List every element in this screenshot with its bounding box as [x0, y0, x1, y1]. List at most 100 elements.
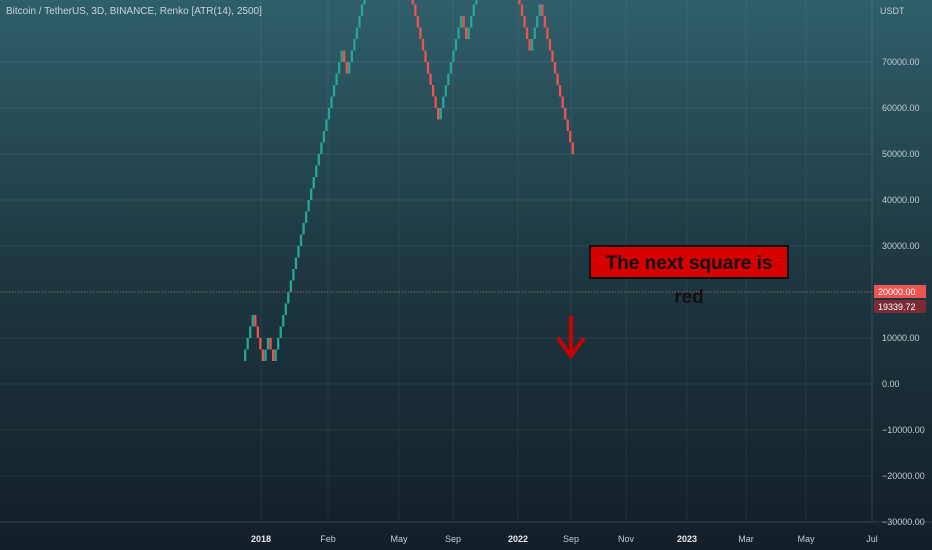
- renko-brick-down: [416, 16, 420, 28]
- renko-brick-up: [467, 27, 470, 39]
- renko-brick-up: [536, 16, 539, 28]
- renko-brick-up: [459, 16, 463, 28]
- renko-brick-up: [348, 62, 351, 74]
- renko-brick-up: [327, 108, 331, 120]
- price-level-label: 20000.00: [878, 287, 916, 297]
- renko-brick-up: [244, 349, 247, 361]
- time-axis[interactable]: 2018 Feb May Sep 2022 Sep Nov 2023 Mar May Jul: [251, 534, 878, 544]
- renko-brick-up: [538, 4, 541, 16]
- renko-brick-down: [551, 50, 554, 62]
- renko-brick-down: [421, 39, 425, 51]
- renko-brick-up: [246, 338, 249, 350]
- renko-brick-down: [259, 338, 262, 350]
- renko-brick-down: [254, 315, 257, 327]
- renko-brick-up: [297, 246, 300, 258]
- time-tick-label: Nov: [618, 534, 635, 544]
- renko-bricks: [244, 0, 574, 361]
- renko-brick-down: [571, 142, 574, 154]
- price-tick-label: 60000.00: [882, 103, 920, 113]
- renko-brick-down: [437, 108, 440, 120]
- renko-brick-down: [345, 62, 348, 74]
- renko-brick-up: [350, 50, 353, 62]
- renko-brick-up: [317, 154, 320, 166]
- renko-brick-down: [566, 119, 569, 131]
- renko-brick-down: [520, 4, 524, 16]
- renko-brick-up: [360, 4, 364, 16]
- renko-brick-down: [569, 131, 572, 143]
- renko-brick-up: [330, 96, 333, 108]
- time-tick-label: Sep: [563, 534, 579, 544]
- price-tick-label: 50000.00: [882, 149, 920, 159]
- renko-brick-down: [541, 4, 544, 16]
- renko-brick-down: [528, 39, 531, 51]
- renko-brick-up: [299, 234, 303, 246]
- renko-brick-up: [302, 223, 305, 235]
- price-tick-label: 40000.00: [882, 195, 920, 205]
- renko-brick-down: [271, 349, 275, 361]
- annotation-note: The next square is red: [589, 245, 789, 308]
- renko-brick-up: [447, 73, 450, 85]
- renko-brick-up: [282, 315, 285, 327]
- renko-brick-down: [523, 16, 526, 28]
- time-tick-label: May: [390, 534, 408, 544]
- renko-brick-up: [353, 39, 356, 51]
- renko-brick-up: [307, 200, 310, 212]
- price-tick-label: −30000.00: [882, 517, 925, 527]
- renko-brick-down: [343, 50, 346, 62]
- time-tick-label: Feb: [320, 534, 336, 544]
- renko-brick-up: [442, 96, 445, 108]
- time-tick-label: Jul: [866, 534, 878, 544]
- price-level-badge: [874, 285, 926, 298]
- renko-brick-down: [543, 16, 547, 28]
- renko-brick-down: [464, 27, 468, 39]
- renko-brick-up: [439, 108, 442, 120]
- renko-brick-up: [531, 39, 534, 51]
- renko-brick-down: [564, 108, 567, 120]
- arrow-head: [556, 336, 586, 360]
- renko-brick-up: [294, 257, 298, 269]
- price-tick-label: −10000.00: [882, 425, 925, 435]
- time-tick-label: 2022: [508, 534, 528, 544]
- renko-brick-up: [340, 50, 343, 62]
- renko-brick-down: [434, 96, 437, 108]
- renko-brick-up: [332, 85, 336, 97]
- renko-brick-down: [426, 62, 430, 74]
- chart-grid: [0, 0, 932, 522]
- renko-brick-down: [548, 39, 552, 51]
- last-price-label: 19339.72: [878, 302, 916, 312]
- renko-brick-up: [289, 280, 293, 292]
- renko-brick-down: [419, 27, 422, 39]
- renko-brick-down: [261, 349, 265, 361]
- chart-title: Bitcoin / TetherUS, 3D, BINANCE, Renko […: [6, 6, 262, 17]
- renko-brick-up: [363, 0, 366, 5]
- time-tick-label: Sep: [445, 534, 461, 544]
- renko-brick-up: [470, 16, 473, 28]
- renko-brick-down: [518, 0, 521, 5]
- renko-brick-down: [429, 73, 432, 85]
- renko-brick-up: [264, 349, 267, 361]
- arrow-down-icon: [556, 316, 586, 360]
- renko-brick-down: [269, 338, 272, 350]
- renko-brick-up: [335, 73, 338, 85]
- renko-brick-down: [553, 62, 557, 74]
- time-tick-label: 2023: [677, 534, 697, 544]
- renko-brick-up: [277, 338, 280, 350]
- time-tick-label: 2018: [251, 534, 271, 544]
- renko-brick-down: [411, 0, 414, 5]
- price-labels: 20000.00 19339.72: [874, 285, 926, 313]
- renko-brick-down: [462, 16, 465, 28]
- price-tick-label: 70000.00: [882, 57, 920, 67]
- renko-brick-up: [454, 39, 458, 51]
- renko-brick-up: [266, 338, 270, 350]
- renko-brick-down: [414, 4, 417, 16]
- renko-brick-up: [449, 62, 453, 74]
- renko-brick-up: [337, 62, 341, 74]
- renko-brick-down: [424, 50, 427, 62]
- renko-brick-down: [546, 27, 549, 39]
- renko-brick-up: [322, 131, 326, 143]
- renko-brick-down: [561, 96, 564, 108]
- renko-brick-up: [292, 269, 295, 281]
- time-tick-label: May: [797, 534, 815, 544]
- renko-brick-up: [287, 292, 290, 304]
